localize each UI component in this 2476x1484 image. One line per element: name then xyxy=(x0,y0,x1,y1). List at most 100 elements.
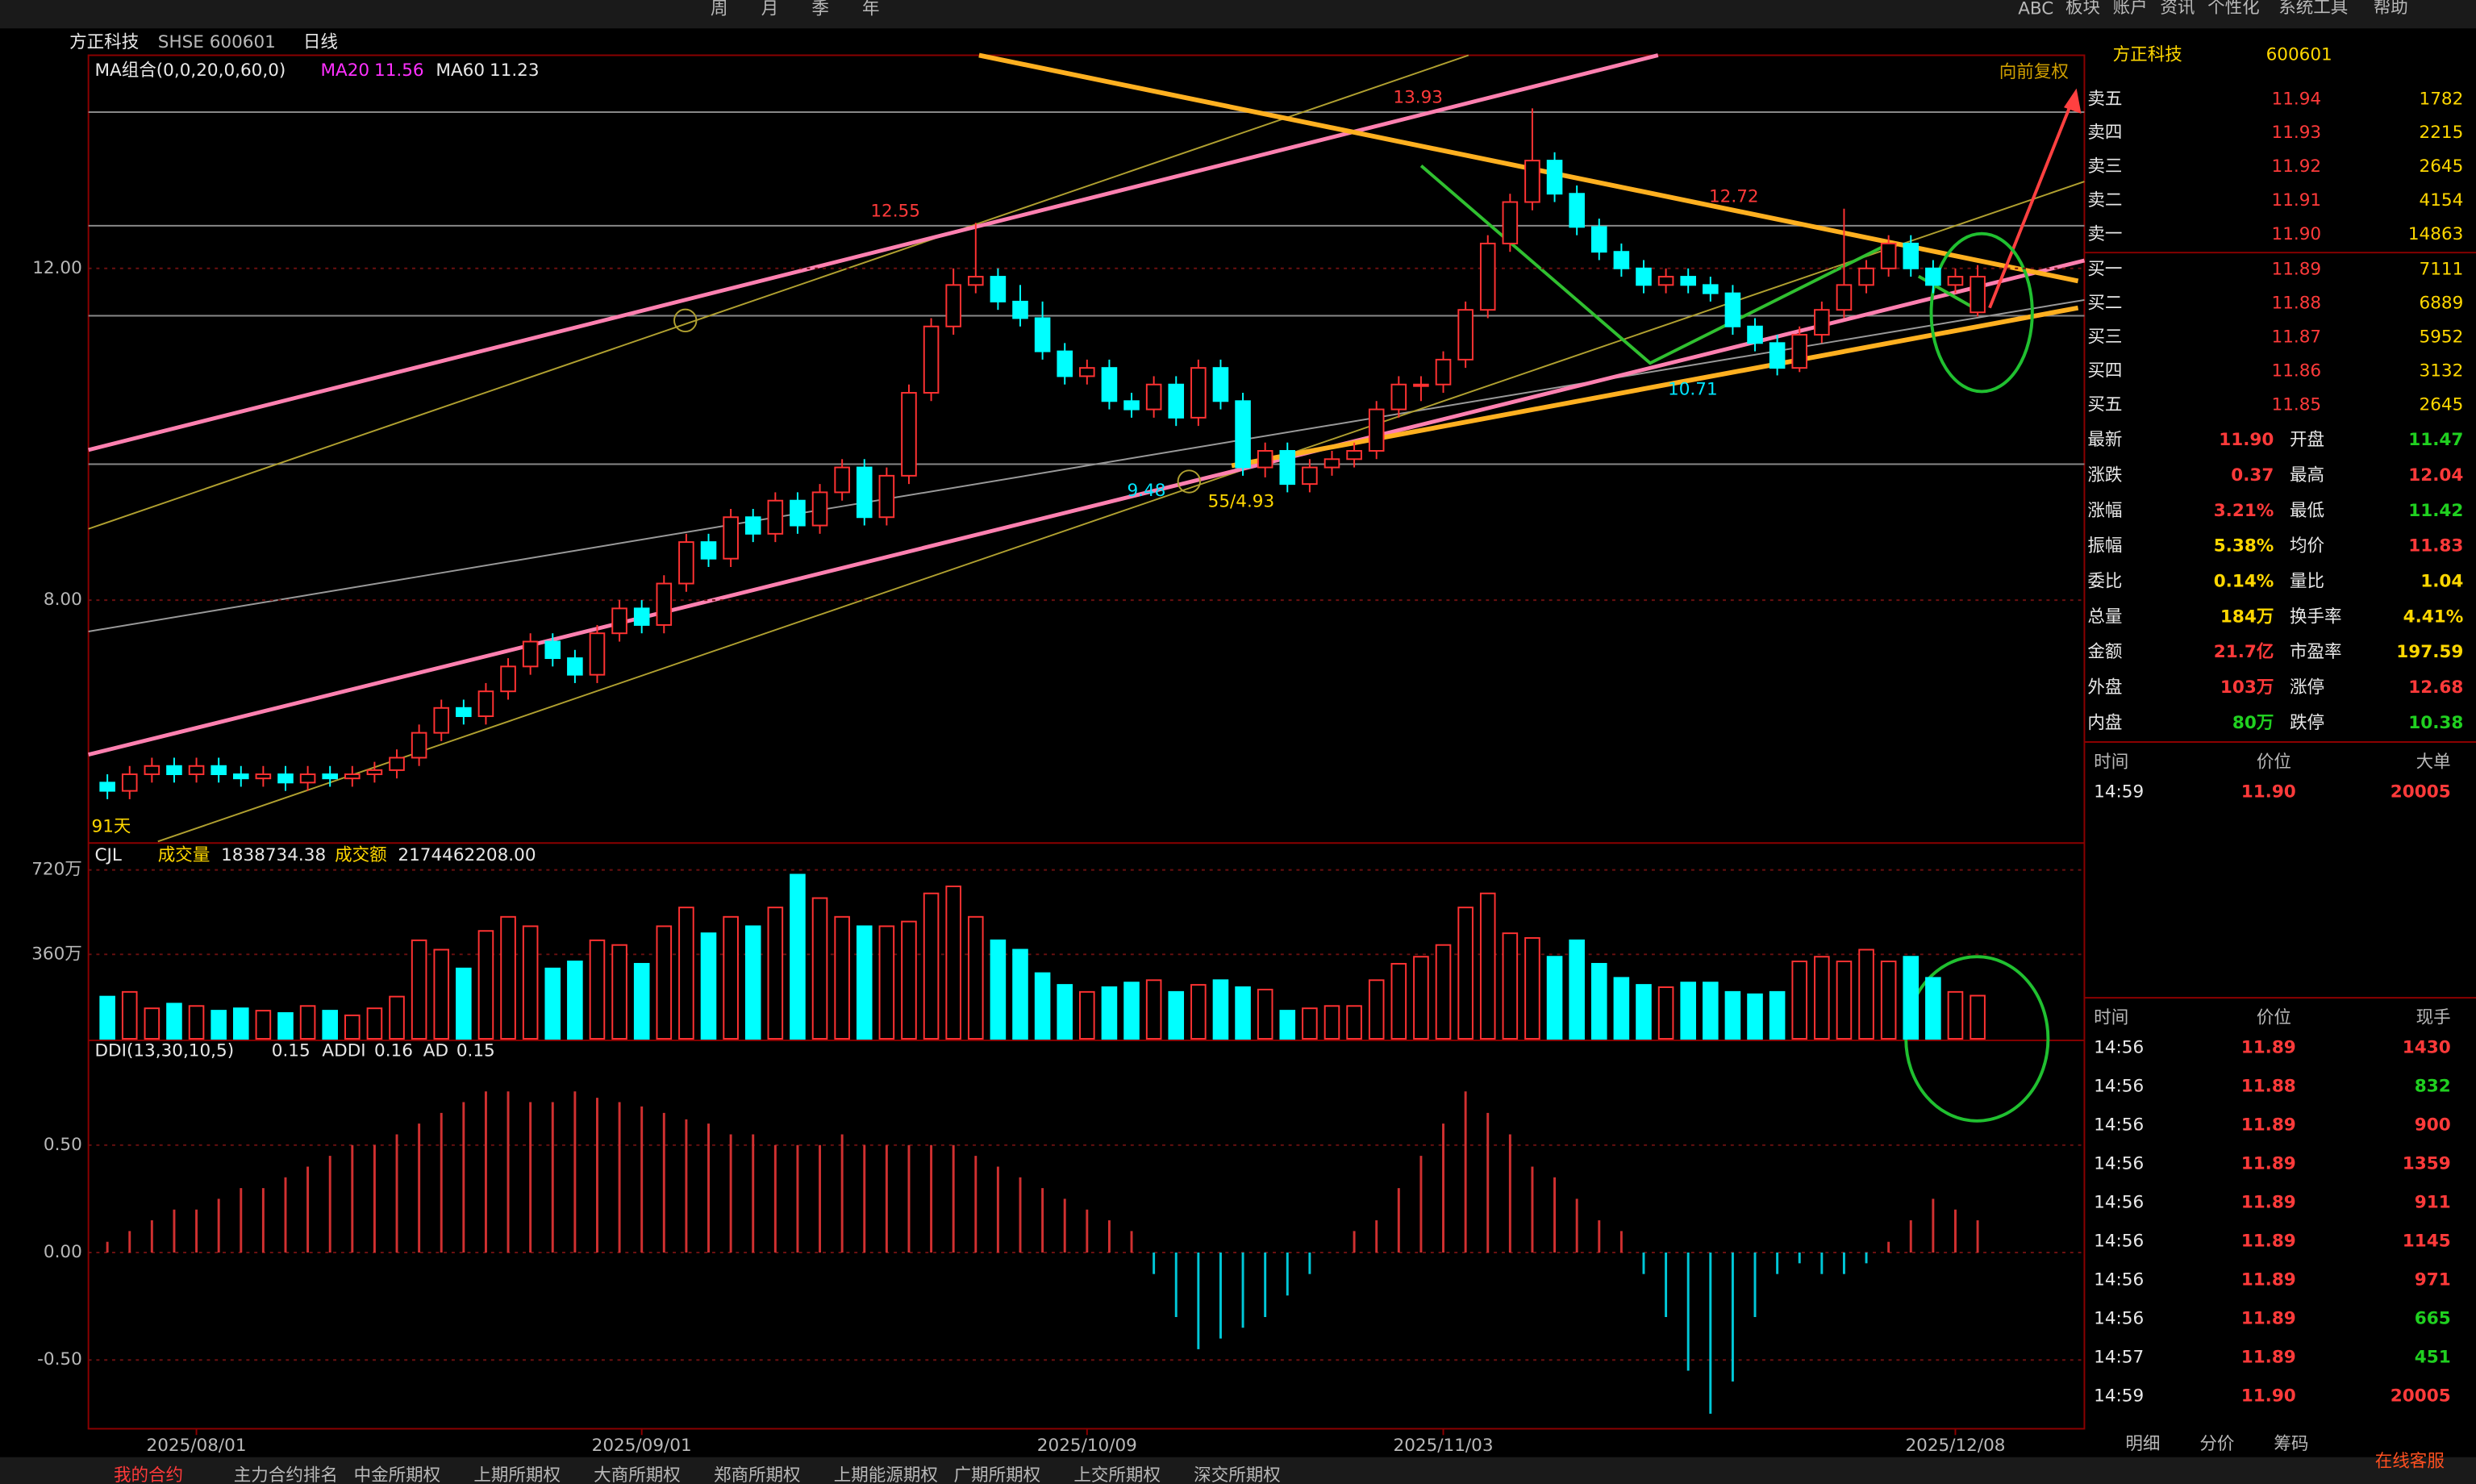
footer-tab[interactable]: 上交所期权 xyxy=(1073,1465,1161,1484)
volume-bar xyxy=(611,944,627,1040)
candle-body xyxy=(968,276,984,286)
volume-bar xyxy=(1636,984,1652,1040)
marker-circle xyxy=(1177,469,1201,494)
candle-body xyxy=(1323,458,1340,469)
stat-label: 涨幅 xyxy=(2087,501,2122,521)
table-volume: 900 xyxy=(2415,1115,2451,1136)
volume-bar xyxy=(366,1007,383,1040)
volume-bar xyxy=(790,873,806,1040)
candle-body xyxy=(1435,358,1452,386)
book-label: 卖三 xyxy=(2087,156,2122,177)
candle-body xyxy=(500,665,516,693)
volume-bar xyxy=(1880,961,1897,1040)
table-volume: 20005 xyxy=(2391,782,2451,802)
legend-value: 11.56 xyxy=(374,60,424,81)
volume-bar xyxy=(1368,979,1385,1040)
footer-tab[interactable]: 中金所期权 xyxy=(354,1465,441,1484)
candle-body xyxy=(1880,242,1897,269)
volume-bar xyxy=(1569,939,1585,1040)
book-label: 卖四 xyxy=(2087,123,2122,143)
table-price: 11.89 xyxy=(2241,1038,2296,1058)
footer-tab[interactable]: 郑商所期权 xyxy=(714,1465,801,1484)
legend-value: 0.15 xyxy=(272,1041,311,1061)
volume-bar xyxy=(255,1010,272,1040)
table-time: 14:56 xyxy=(2094,1038,2144,1058)
table-price: 11.89 xyxy=(2241,1308,2296,1328)
table-time: 14:57 xyxy=(2094,1347,2144,1367)
volume-bar xyxy=(1546,956,1563,1040)
menu-item: 系统工具 xyxy=(2278,0,2348,18)
volume-bar xyxy=(433,948,450,1040)
table-header: 现手 xyxy=(2416,1008,2451,1028)
legend: CJL xyxy=(94,845,121,865)
candle-body xyxy=(1791,334,1808,369)
candle-body xyxy=(1123,400,1140,411)
volume-bar xyxy=(767,907,784,1040)
volume-bar xyxy=(232,1007,249,1040)
volume-bar xyxy=(277,1012,294,1040)
toolbar-item: 季 xyxy=(811,0,829,19)
volume-bar xyxy=(811,897,828,1040)
table-time: 14:56 xyxy=(2094,1269,2144,1290)
legend-value: 1838734.38 xyxy=(221,845,326,865)
volume-bar xyxy=(99,995,115,1040)
volume-bar xyxy=(1457,907,1474,1040)
candle-body xyxy=(1724,292,1741,327)
table-volume: 20005 xyxy=(2391,1386,2451,1406)
candle-body xyxy=(790,499,806,527)
trend-line xyxy=(88,54,1469,530)
stat-value: 0.14% xyxy=(2214,572,2274,592)
candle-body xyxy=(1012,300,1028,319)
toolbar-item: 周 xyxy=(711,0,728,19)
table-time: 14:56 xyxy=(2094,1193,2144,1213)
arrow xyxy=(1988,97,2075,309)
table-price: 11.89 xyxy=(2241,1193,2296,1213)
y-tick-label: 0.50 xyxy=(44,1135,82,1155)
candle-body xyxy=(1257,450,1273,469)
candle-body xyxy=(901,392,917,477)
legend: DDI(13,30,10,5) xyxy=(94,1041,234,1061)
stat-value: 1.04 xyxy=(2420,572,2463,592)
annotation: 13.93 xyxy=(1393,87,1443,107)
candle-body xyxy=(456,707,472,718)
volume-bar xyxy=(1279,1010,1296,1040)
footer-tab[interactable]: 深交所期权 xyxy=(1194,1465,1281,1484)
stat-value: 11.90 xyxy=(2219,430,2274,450)
volume-bar xyxy=(1323,1005,1340,1040)
stat-label: 涨跌 xyxy=(2087,465,2122,486)
legend-value: 11.23 xyxy=(490,60,540,81)
candle-body xyxy=(188,765,205,776)
volume-bar xyxy=(1168,990,1185,1040)
book-volume: 7111 xyxy=(2420,260,2464,280)
footer-tab[interactable]: 大商所期权 xyxy=(594,1465,681,1484)
candle-body xyxy=(411,732,427,759)
volume-bar xyxy=(744,925,761,1040)
footer-tab[interactable]: 上期能源期权 xyxy=(834,1465,938,1484)
stat-value: 11.83 xyxy=(2408,536,2463,556)
stat-label: 内盘 xyxy=(2087,713,2122,733)
channel-line xyxy=(88,258,2086,757)
candle-body xyxy=(1079,367,1095,377)
book-label: 买一 xyxy=(2087,260,2122,280)
volume-bar xyxy=(1057,984,1073,1040)
legend-key: MA20 xyxy=(320,60,369,81)
table-header: 价位 xyxy=(2257,1008,2291,1028)
book-volume: 2645 xyxy=(2420,156,2464,177)
stat-value: 12.04 xyxy=(2408,465,2463,486)
footer-tab[interactable]: 上期所期权 xyxy=(473,1465,561,1484)
table-time: 14:56 xyxy=(2094,1308,2144,1328)
footer-tab[interactable]: 广期所期权 xyxy=(954,1465,1041,1484)
table-time: 14:59 xyxy=(2094,1386,2144,1406)
footer-tab[interactable]: 我的合约 xyxy=(114,1465,183,1484)
candle-body xyxy=(1190,367,1207,419)
volume-bar xyxy=(1123,982,1140,1040)
table-price: 11.89 xyxy=(2241,1115,2296,1136)
volume-bar xyxy=(1145,979,1162,1040)
header-period: 日线 xyxy=(303,32,338,52)
stat-value: 103万 xyxy=(2220,677,2274,698)
service[interactable]: 在线客服 xyxy=(2375,1452,2445,1472)
footer-tab[interactable]: 主力合约排名 xyxy=(234,1465,338,1484)
candle-body xyxy=(1413,383,1429,387)
candle-body xyxy=(1546,160,1563,195)
table-volume: 1145 xyxy=(2403,1232,2451,1252)
